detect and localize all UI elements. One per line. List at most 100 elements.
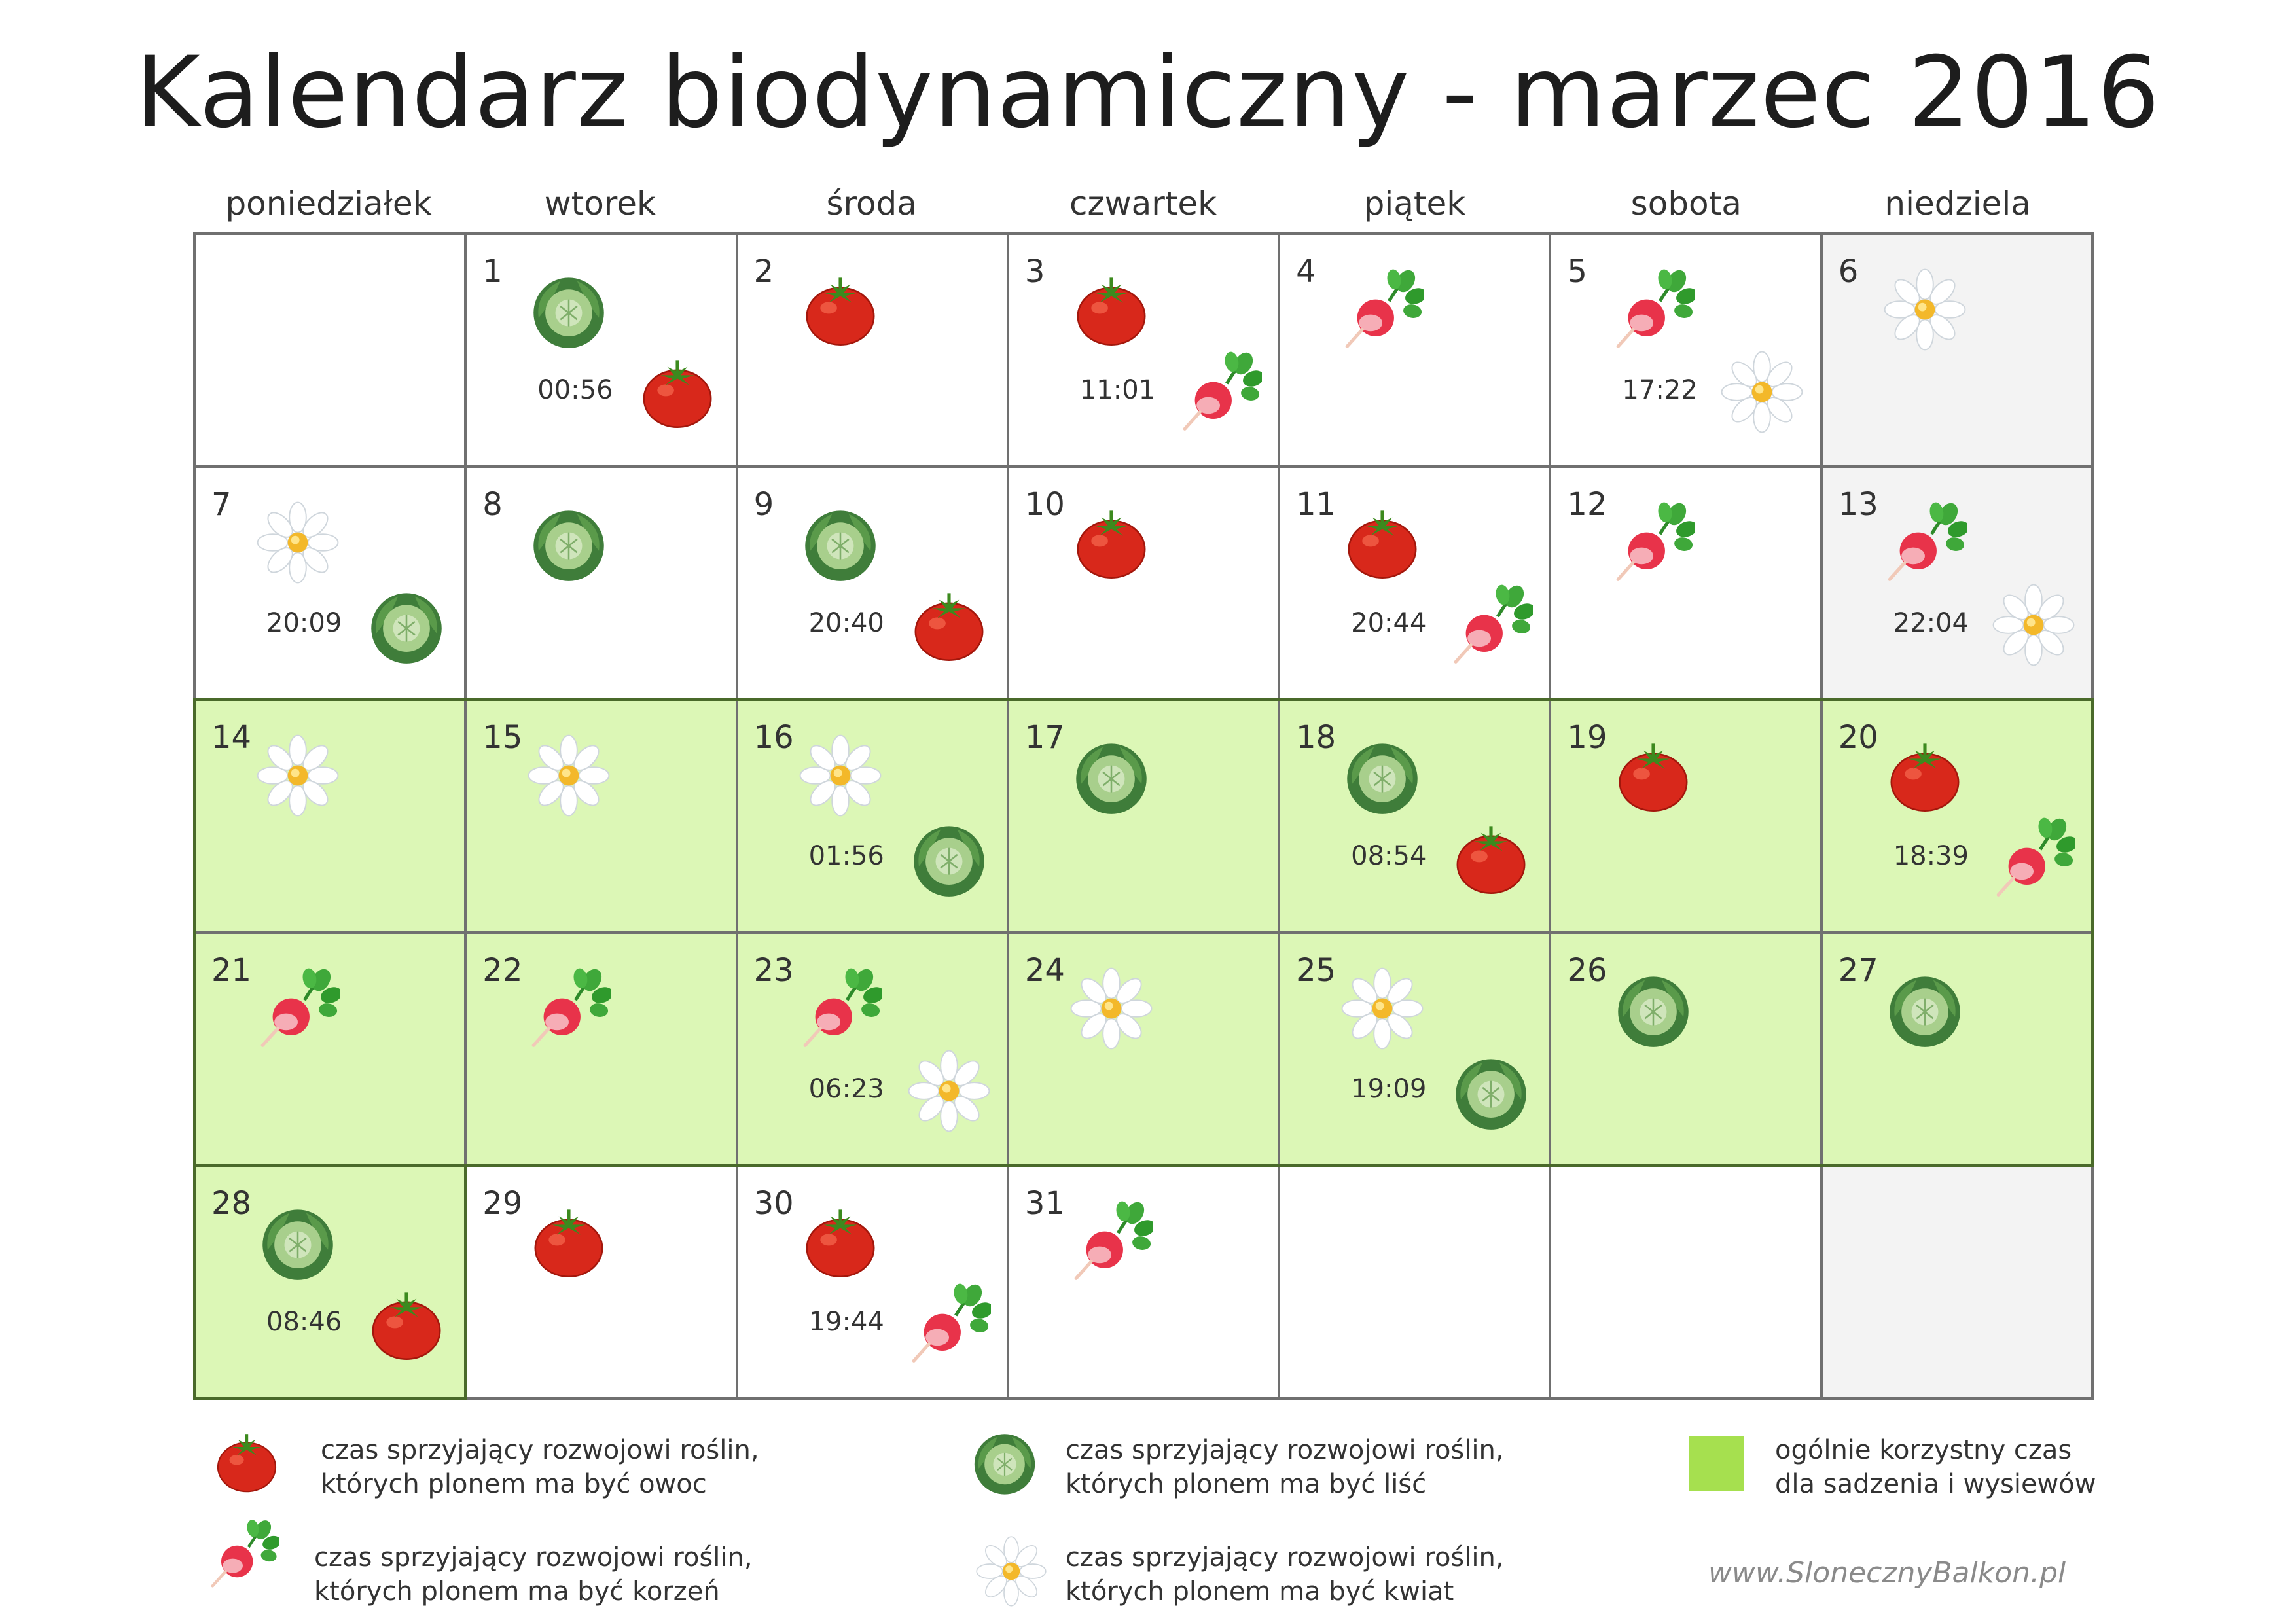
- radish-icon: [1611, 501, 1696, 584]
- legend-flower-text: czas sprzyjający rozwojowi roślin, który…: [1066, 1541, 1504, 1609]
- tomato-icon: [1883, 734, 1967, 817]
- phase-time: 18:39: [1893, 841, 1969, 871]
- legend-fruit-text: czas sprzyjający rozwojowi roślin, który…: [321, 1433, 759, 1501]
- day-cell-13[interactable]: 13 22:04: [1822, 468, 2094, 701]
- day-cell-21[interactable]: 21: [196, 934, 467, 1167]
- legend-general-line2: dla sadzenia i wysiewów: [1775, 1469, 2096, 1499]
- day-number: 21: [211, 952, 252, 989]
- daisy-icon: [975, 1535, 1047, 1607]
- cabbage-icon: [256, 1200, 340, 1283]
- daisy-icon: [256, 734, 340, 817]
- day-cell-30[interactable]: 30 19:44: [738, 1167, 1009, 1400]
- day-cell-7[interactable]: 7 20:09: [196, 468, 467, 701]
- tomato-icon: [1069, 268, 1153, 351]
- day-cell-24[interactable]: 24: [1009, 934, 1281, 1167]
- day-cell-2[interactable]: 2: [738, 235, 1009, 468]
- day-number: 23: [753, 952, 794, 989]
- day-cell-14[interactable]: 14: [196, 701, 467, 934]
- day-number: 31: [1024, 1185, 1065, 1222]
- tomato-icon: [636, 350, 719, 434]
- day-cell-15[interactable]: 15: [467, 701, 738, 934]
- weekday-5: sobota: [1630, 185, 1742, 223]
- day-number: 9: [753, 486, 774, 523]
- legend-leaf-line2: których plonem ma być liść: [1066, 1469, 1427, 1499]
- empty-day-cell[interactable]: [1822, 1167, 2094, 1400]
- tomato-icon: [1340, 501, 1424, 584]
- empty-day-cell[interactable]: [1551, 1167, 1823, 1400]
- day-number: 30: [753, 1185, 794, 1222]
- legend-root-line1: czas sprzyjający rozwojowi roślin,: [314, 1543, 753, 1573]
- day-cell-29[interactable]: 29: [467, 1167, 738, 1400]
- cabbage-icon: [907, 816, 991, 900]
- phase-time: 00:56: [537, 375, 613, 405]
- phase-time: 17:22: [1622, 375, 1698, 405]
- day-cell-20[interactable]: 20 18:39: [1822, 701, 2094, 934]
- website-text[interactable]: www.SlonecznyBalkon.pl: [1708, 1556, 2066, 1590]
- phase-time: 19:44: [808, 1307, 884, 1337]
- day-number: 14: [211, 719, 252, 756]
- day-cell-17[interactable]: 17: [1009, 701, 1281, 934]
- radish-icon: [1340, 268, 1425, 351]
- empty-day-cell[interactable]: [196, 235, 467, 468]
- day-cell-25[interactable]: 25 19:09: [1280, 934, 1552, 1167]
- day-number: 1: [482, 253, 503, 290]
- day-cell-3[interactable]: 3 11:01: [1009, 235, 1281, 468]
- day-number: 10: [1024, 486, 1065, 523]
- day-number: 11: [1296, 486, 1336, 523]
- daisy-icon: [798, 734, 882, 817]
- tomato-icon: [907, 583, 991, 667]
- phase-time: 20:44: [1351, 608, 1427, 638]
- day-cell-6[interactable]: 6: [1822, 235, 2094, 468]
- radish-icon: [1992, 816, 2075, 900]
- day-cell-12[interactable]: 12: [1551, 468, 1823, 701]
- legend-general-line1: ogólnie korzystny czas: [1775, 1435, 2072, 1465]
- day-cell-4[interactable]: 4: [1280, 235, 1552, 468]
- radish-icon: [1611, 268, 1696, 351]
- day-cell-16[interactable]: 16 01:56: [738, 701, 1009, 934]
- day-cell-5[interactable]: 5 17:22: [1551, 235, 1823, 468]
- day-number: 19: [1567, 719, 1607, 756]
- day-cell-19[interactable]: 19: [1551, 701, 1823, 934]
- cabbage-icon: [1883, 967, 1967, 1050]
- day-number: 27: [1838, 952, 1878, 989]
- day-cell-18[interactable]: 18 08:54: [1280, 701, 1552, 934]
- legend-flower-line2: których plonem ma być kwiat: [1066, 1577, 1454, 1607]
- weekday-3: czwartek: [1069, 185, 1217, 223]
- tomato-icon: [1449, 816, 1533, 900]
- tomato-icon: [365, 1282, 448, 1366]
- day-cell-9[interactable]: 9 20:40: [738, 468, 1009, 701]
- phase-time: 11:01: [1079, 375, 1156, 405]
- day-number: 5: [1567, 253, 1587, 290]
- day-number: 29: [482, 1185, 523, 1222]
- day-cell-23[interactable]: 23 06:23: [738, 934, 1009, 1167]
- day-cell-26[interactable]: 26: [1551, 934, 1823, 1167]
- empty-day-cell[interactable]: [1280, 1167, 1552, 1400]
- phase-time: 01:56: [808, 841, 884, 871]
- cabbage-icon: [527, 268, 611, 351]
- radish-icon: [527, 967, 611, 1050]
- legend-general-text: ogólnie korzystny czas dla sadzenia i wy…: [1775, 1433, 2096, 1501]
- day-cell-11[interactable]: 11 20:44: [1280, 468, 1552, 701]
- radish-icon: [207, 1518, 281, 1590]
- day-number: 25: [1296, 952, 1336, 989]
- cabbage-icon: [527, 501, 611, 584]
- calendar-grid: 1 00:56 2 3 11:01 4: [193, 232, 2094, 1400]
- day-cell-28[interactable]: 28 08:46: [196, 1167, 467, 1400]
- day-number: 17: [1024, 719, 1065, 756]
- day-cell-27[interactable]: 27: [1822, 934, 2094, 1167]
- day-cell-31[interactable]: 31: [1009, 1167, 1281, 1400]
- phase-time: 08:46: [266, 1307, 342, 1337]
- day-number: 6: [1838, 253, 1859, 290]
- daisy-icon: [256, 501, 340, 584]
- tomato-icon: [1611, 734, 1695, 817]
- day-cell-1[interactable]: 1 00:56: [467, 235, 738, 468]
- day-number: 22: [482, 952, 523, 989]
- tomato-icon: [1069, 501, 1153, 584]
- cabbage-icon: [798, 501, 882, 584]
- legend-fruit-line2: których plonem ma być owoc: [321, 1469, 707, 1499]
- day-cell-8[interactable]: 8: [467, 468, 738, 701]
- day-number: 2: [753, 253, 774, 290]
- day-cell-22[interactable]: 22: [467, 934, 738, 1167]
- day-number: 12: [1567, 486, 1607, 523]
- day-cell-10[interactable]: 10: [1009, 468, 1281, 701]
